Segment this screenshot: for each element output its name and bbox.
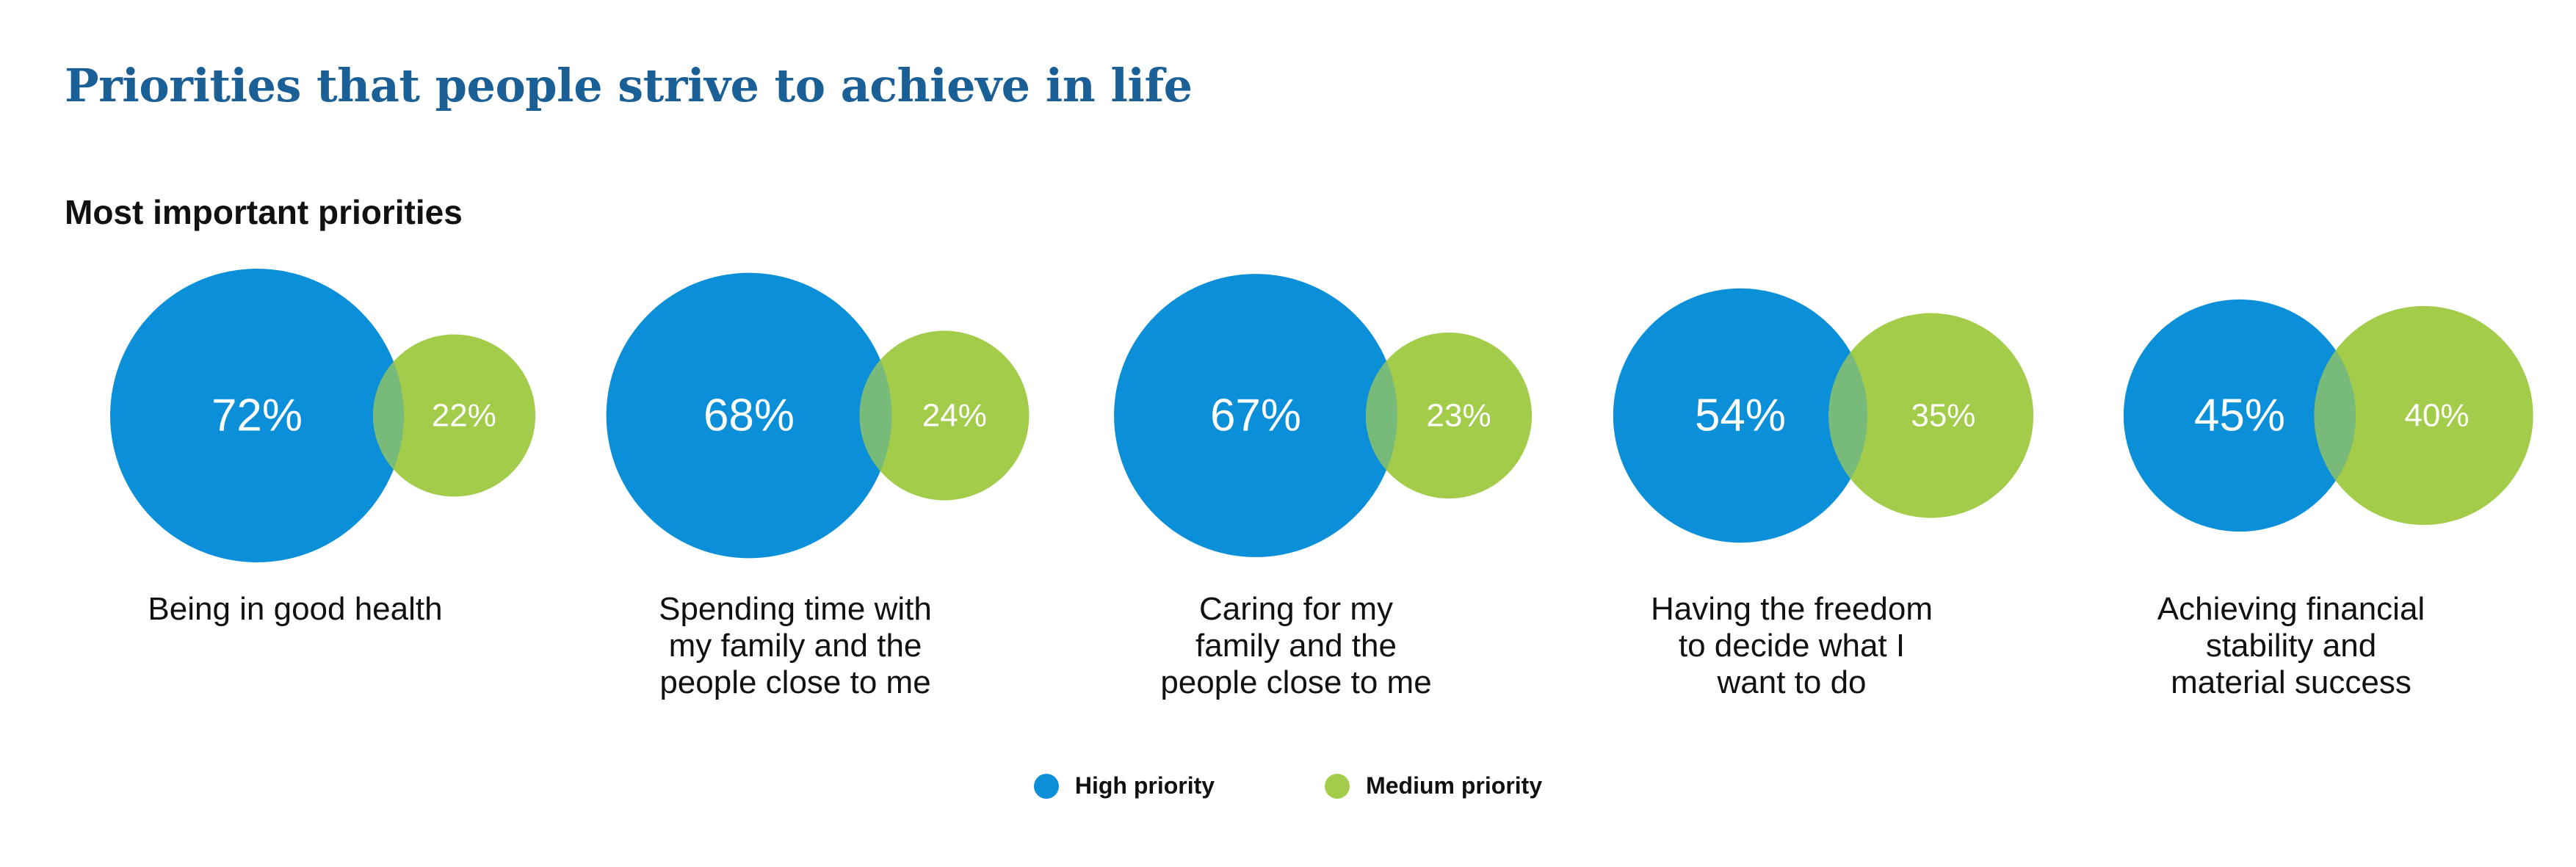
- bubble-high-2: [1114, 274, 1397, 557]
- category-label-line: Being in good health: [148, 591, 443, 627]
- legend-item-medium: Medium priority: [1325, 772, 1542, 799]
- value-label-high-3: 54%: [1695, 391, 1786, 441]
- bubble-medium-4: [2314, 305, 2533, 526]
- bubble-group-2: 67% 23%: [1114, 274, 1533, 557]
- value-label-high-2: 67%: [1210, 391, 1301, 441]
- bubble-medium-3: [1828, 313, 2034, 518]
- category-label-line: family and the: [1195, 628, 1397, 664]
- bubble-medium-2: [1365, 332, 1533, 499]
- category-label-line: material success: [2171, 664, 2412, 700]
- chart-title: Priorities that people strive to achieve…: [65, 59, 1193, 112]
- category-label-line: Achieving financial: [2157, 591, 2425, 627]
- value-label-medium-0: 22%: [432, 398, 496, 434]
- legend-item-high: High priority: [1033, 772, 1215, 799]
- bubble-high-4: [2123, 299, 2356, 532]
- value-label-medium-2: 23%: [1427, 398, 1491, 434]
- value-label-medium-3: 35%: [1911, 398, 1975, 434]
- bubble-group-0: 72% 22%: [110, 269, 536, 562]
- value-label-high-4: 45%: [2194, 391, 2285, 441]
- category-label-line: people close to me: [659, 664, 931, 700]
- value-label-high-1: 68%: [703, 391, 795, 441]
- bubble-medium-1: [859, 330, 1030, 501]
- category-label-line: my family and the: [668, 628, 922, 664]
- category-label-line: want to do: [1717, 664, 1867, 700]
- category-label-4: Achieving financial stability and material…: [2122, 591, 2460, 701]
- category-label-line: to decide what I: [1678, 628, 1906, 664]
- category-label-0: Being in good health: [126, 591, 464, 628]
- category-label-1: Spending time with my family and the peopl…: [626, 591, 964, 701]
- bubble-group-1: 68% 24%: [606, 272, 1030, 559]
- value-label-high-0: 72%: [211, 391, 303, 441]
- value-label-medium-4: 40%: [2404, 398, 2469, 434]
- category-label-line: people close to me: [1160, 664, 1432, 700]
- legend-swatch-medium: [1325, 773, 1350, 799]
- value-label-medium-1: 24%: [922, 398, 987, 434]
- category-label-line: Caring for my: [1198, 591, 1394, 627]
- bubble-high-1: [606, 272, 892, 559]
- legend: High priority Medium priority: [0, 772, 2576, 799]
- category-label-line: stability and: [2205, 628, 2377, 664]
- legend-label-medium: Medium priority: [1366, 772, 1543, 799]
- category-label-line: Having the freedom: [1651, 591, 1933, 627]
- bubble-high-3: [1613, 288, 1868, 543]
- chart-subtitle: Most important priorities: [65, 193, 463, 231]
- bubble-medium-0: [372, 334, 536, 497]
- legend-swatch-high: [1033, 773, 1059, 799]
- bubble-group-4: 45% 40%: [2123, 299, 2533, 532]
- category-label-line: Spending time with: [659, 591, 932, 627]
- category-label-2: Caring for my family and the people close …: [1127, 591, 1465, 701]
- bubble-group-3: 54% 35%: [1613, 288, 2034, 543]
- bubble-high-0: [110, 269, 404, 562]
- legend-label-high: High priority: [1074, 772, 1215, 799]
